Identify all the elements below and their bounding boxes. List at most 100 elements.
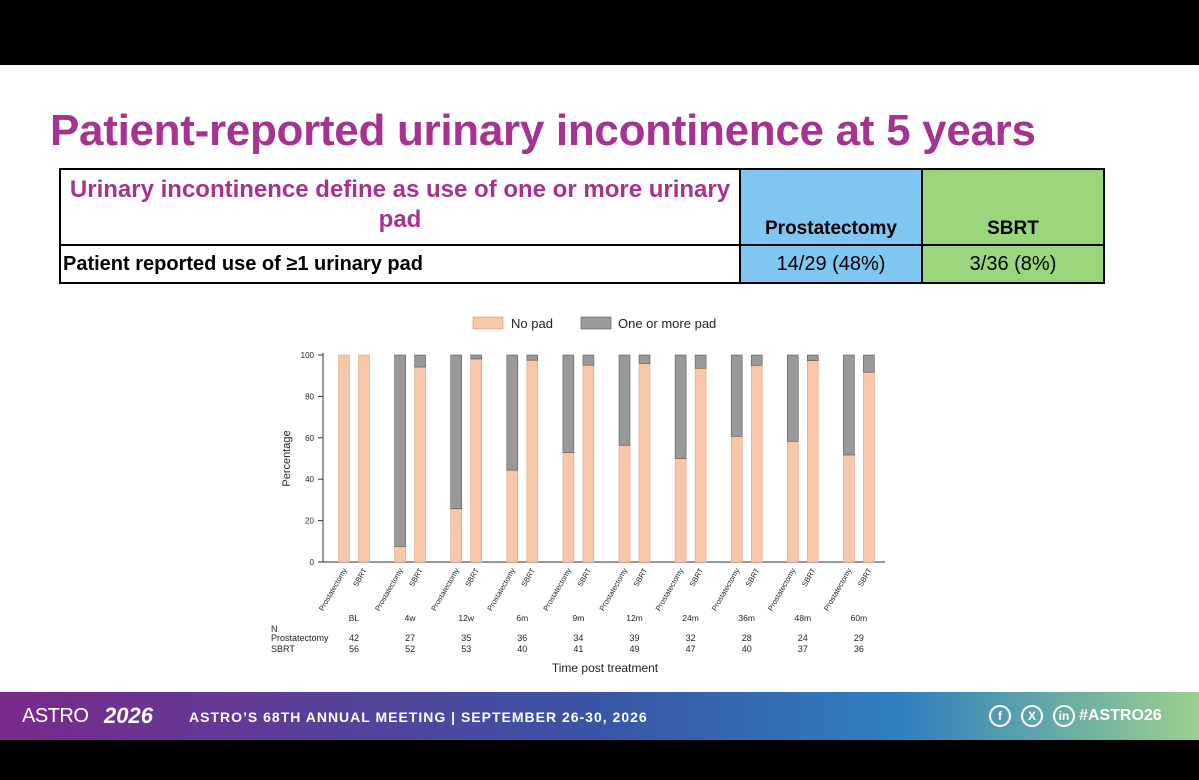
n-value-prostatectomy: 39 xyxy=(629,633,639,643)
n-value-prostatectomy: 27 xyxy=(405,633,415,643)
x-tick-label-sbrt: SBRT xyxy=(351,566,369,588)
astro-logo: ASTRO xyxy=(22,705,89,727)
y-axis-label: Percentage xyxy=(281,430,293,486)
bar-no-pad-sbrt-BL xyxy=(358,354,370,563)
bar-no-pad-sbrt-12m xyxy=(638,363,651,563)
bar-one-or-more-pad-prostatectomy-4w xyxy=(394,354,406,547)
x-tick-label-prostatectomy: Prostatectomy xyxy=(373,566,405,612)
n-value-sbrt: 37 xyxy=(798,644,808,654)
meeting-info: ASTRO’S 68TH ANNUAL MEETING | SEPTEMBER … xyxy=(189,709,648,725)
n-value-sbrt: 52 xyxy=(405,644,415,654)
bar-no-pad-sbrt-36m xyxy=(750,365,763,563)
bar-one-or-more-pad-prostatectomy-6m xyxy=(506,354,519,471)
x-tick-label-prostatectomy: Prostatectomy xyxy=(317,566,349,612)
linkedin-icon[interactable]: in xyxy=(1053,705,1075,727)
bar-no-pad-sbrt-24m xyxy=(694,367,707,563)
legend-swatch-no-pad xyxy=(472,316,504,330)
n-value-prostatectomy: 24 xyxy=(798,633,808,643)
sbrt-header: SBRT xyxy=(921,168,1105,246)
bar-no-pad-prostatectomy-48m xyxy=(787,441,799,563)
y-tick-label: 40 xyxy=(305,475,314,484)
prostatectomy-value: 14/29 (48%) xyxy=(739,244,923,284)
n-value-sbrt: 49 xyxy=(629,644,639,654)
bar-one-or-more-pad-prostatectomy-48m xyxy=(787,354,799,442)
bar-no-pad-prostatectomy-BL xyxy=(338,354,350,563)
x-tick-label-sbrt: SBRT xyxy=(856,566,874,588)
timepoint-label: 36m xyxy=(738,613,755,623)
summary-table: Urinary incontinence define as use of on… xyxy=(59,168,1105,284)
y-tick-label: 100 xyxy=(301,351,315,360)
bar-one-or-more-pad-sbrt-48m xyxy=(807,354,819,361)
bar-one-or-more-pad-prostatectomy-60m xyxy=(843,354,855,456)
timepoint-label: BL xyxy=(349,613,360,623)
row-label: Patient reported use of ≥1 urinary pad xyxy=(59,244,741,284)
x-axis-label: Time post treatment xyxy=(552,661,659,675)
timepoint-label: 4w xyxy=(405,613,417,623)
hashtag: #ASTRO26 xyxy=(1079,707,1162,724)
summary-value-row: Patient reported use of ≥1 urinary pad 1… xyxy=(59,244,1105,284)
bar-one-or-more-pad-sbrt-12m xyxy=(638,354,651,364)
x-tick-label-sbrt: SBRT xyxy=(688,566,706,588)
bar-one-or-more-pad-prostatectomy-12m xyxy=(618,354,631,446)
bar-one-or-more-pad-sbrt-36m xyxy=(750,354,763,366)
y-tick-label: 60 xyxy=(305,434,314,443)
legend-swatch-one-or-more-pad xyxy=(580,316,612,330)
x-tick-label-prostatectomy: Prostatectomy xyxy=(710,566,742,612)
bar-no-pad-sbrt-12w xyxy=(470,358,482,563)
facebook-icon[interactable]: f xyxy=(989,705,1011,727)
bar-one-or-more-pad-sbrt-12w xyxy=(470,354,482,360)
bar-one-or-more-pad-prostatectomy-36m xyxy=(730,354,743,437)
bar-one-or-more-pad-sbrt-24m xyxy=(694,354,707,369)
timepoint-label: 60m xyxy=(851,613,868,623)
bar-no-pad-prostatectomy-36m xyxy=(730,436,743,563)
x-tick-label-sbrt: SBRT xyxy=(575,566,593,588)
n-value-sbrt: 36 xyxy=(854,644,864,654)
footer-banner: ASTRO 2026 ASTRO’S 68TH ANNUAL MEETING |… xyxy=(0,692,1199,740)
n-value-prostatectomy: 28 xyxy=(742,633,752,643)
n-value-prostatectomy: 35 xyxy=(461,633,471,643)
bar-no-pad-sbrt-6m xyxy=(526,359,539,563)
n-table-header: N xyxy=(271,624,278,634)
bar-no-pad-prostatectomy-9m xyxy=(562,452,575,563)
bar-no-pad-prostatectomy-6m xyxy=(506,469,519,563)
bar-no-pad-sbrt-48m xyxy=(807,360,819,563)
n-row-label: Prostatectomy xyxy=(271,633,329,643)
y-tick-label: 0 xyxy=(310,558,315,567)
timepoint-label: 24m xyxy=(682,613,699,623)
x-tick-label-prostatectomy: Prostatectomy xyxy=(541,566,573,612)
x-icon[interactable]: X xyxy=(1021,705,1043,727)
x-tick-label-prostatectomy: Prostatectomy xyxy=(429,566,461,612)
x-tick-label-sbrt: SBRT xyxy=(800,566,818,588)
bar-one-or-more-pad-prostatectomy-24m xyxy=(674,354,687,459)
n-value-prostatectomy: 42 xyxy=(349,633,359,643)
n-value-prostatectomy: 34 xyxy=(573,633,583,643)
x-tick-label-prostatectomy: Prostatectomy xyxy=(485,566,517,612)
x-tick-label-prostatectomy: Prostatectomy xyxy=(654,566,686,612)
x-tick-label-prostatectomy: Prostatectomy xyxy=(597,566,629,612)
x-tick-label-prostatectomy: Prostatectomy xyxy=(766,566,798,612)
summary-header-row: Urinary incontinence define as use of on… xyxy=(59,168,1105,246)
legend-label-no-pad: No pad xyxy=(511,316,553,331)
n-value-sbrt: 40 xyxy=(742,644,752,654)
bar-one-or-more-pad-sbrt-4w xyxy=(414,354,426,368)
bar-one-or-more-pad-sbrt-60m xyxy=(863,354,875,373)
timepoint-label: 12m xyxy=(626,613,643,623)
legend-label-one-or-more-pad: One or more pad xyxy=(618,316,716,331)
n-value-sbrt: 41 xyxy=(573,644,583,654)
n-value-sbrt: 56 xyxy=(349,644,359,654)
x-tick-label-sbrt: SBRT xyxy=(463,566,481,588)
timepoint-label: 9m xyxy=(572,613,584,623)
n-value-sbrt: 47 xyxy=(686,644,696,654)
bar-one-or-more-pad-prostatectomy-12w xyxy=(450,354,462,510)
bar-one-or-more-pad-prostatectomy-9m xyxy=(562,354,575,453)
sbrt-value: 3/36 (8%) xyxy=(921,244,1105,284)
slide-title: Patient-reported urinary incontinence at… xyxy=(50,106,1036,155)
definition-cell: Urinary incontinence define as use of on… xyxy=(59,168,741,246)
astro-logo-year: 2026 xyxy=(104,703,153,728)
bar-no-pad-sbrt-60m xyxy=(863,371,875,563)
bar-no-pad-prostatectomy-12m xyxy=(618,445,631,563)
bar-one-or-more-pad-sbrt-6m xyxy=(526,354,539,361)
y-tick-label: 20 xyxy=(305,517,314,526)
stacked-bar-chart: No pad One or more pad 0 20 40 60 80 100 Percent… xyxy=(271,316,885,675)
bar-no-pad-prostatectomy-60m xyxy=(843,454,855,563)
